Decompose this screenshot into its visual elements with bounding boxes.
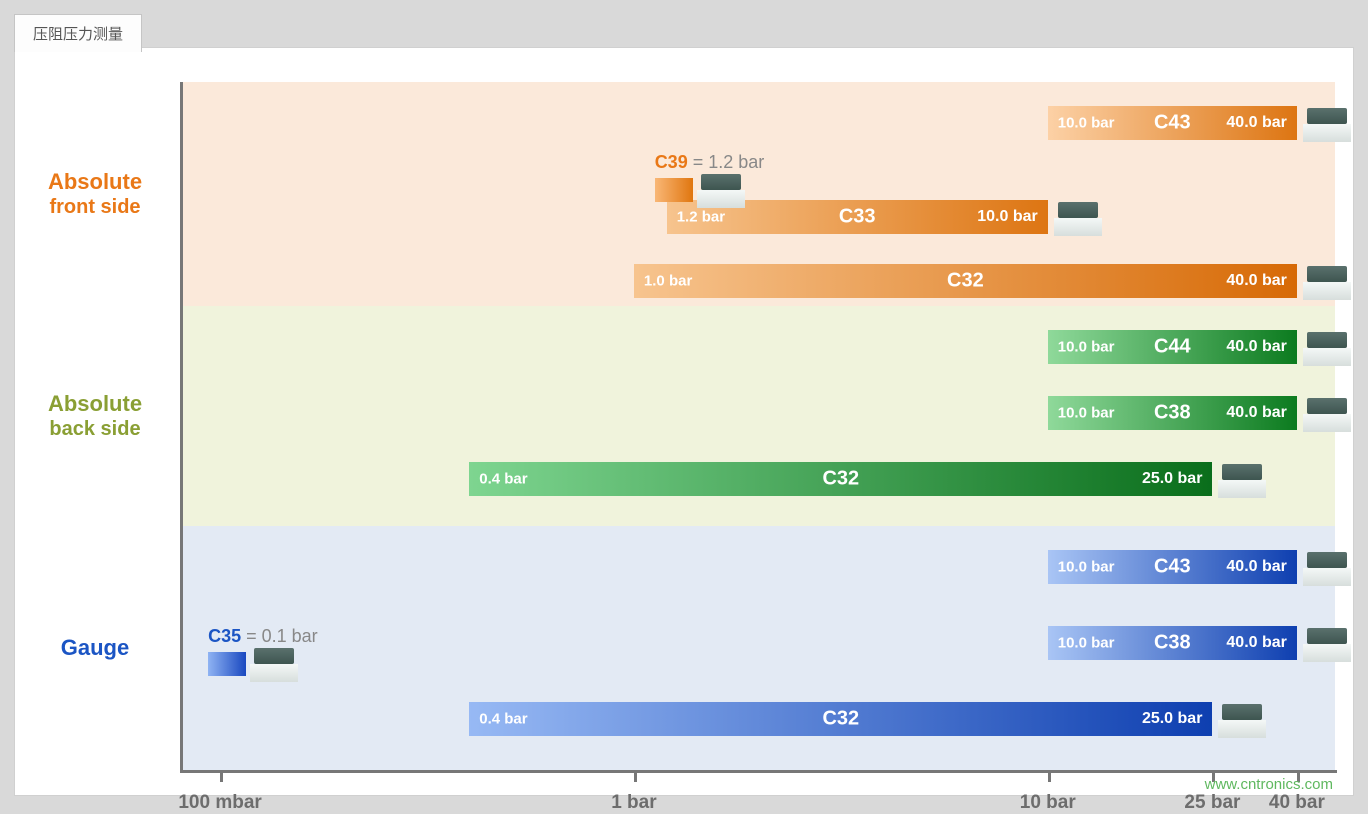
bar-high: 40.0 bar	[1226, 558, 1286, 576]
point-swatch-C35	[208, 652, 246, 676]
watermark: www.cntronics.com	[1205, 776, 1333, 793]
bar-high: 10.0 bar	[977, 208, 1037, 226]
bar-high: 40.0 bar	[1226, 272, 1286, 290]
chip-icon	[1218, 698, 1266, 738]
chip-icon	[1303, 326, 1351, 366]
bar-gauge-C32: 0.4 bar C32 25.0 bar	[469, 702, 1212, 736]
bar-low: 0.4 bar	[479, 711, 527, 728]
tick	[1048, 770, 1051, 782]
chart-panel: Absolutefront side 10.0 bar C43 40.0 bar 1.2…	[14, 47, 1354, 796]
band-label-gauge: Gauge	[15, 635, 175, 661]
tick-label: 100 mbar	[178, 792, 261, 814]
chip-icon	[1303, 102, 1351, 142]
bar-abs-front-C32: 1.0 bar C32 40.0 bar	[634, 264, 1297, 298]
bar-name: C38	[1154, 402, 1191, 425]
bar-low: 10.0 bar	[1058, 559, 1115, 576]
bar-abs-back-C32: 0.4 bar C32 25.0 bar	[469, 462, 1212, 496]
bar-gauge-C38: 10.0 bar C38 40.0 bar	[1048, 626, 1297, 660]
bar-low: 10.0 bar	[1058, 405, 1115, 422]
bar-abs-back-C44: 10.0 bar C44 40.0 bar	[1048, 330, 1297, 364]
bar-high: 40.0 bar	[1226, 634, 1286, 652]
chip-icon	[1303, 260, 1351, 300]
bar-high: 25.0 bar	[1142, 470, 1202, 488]
tick	[220, 770, 223, 782]
bar-high: 40.0 bar	[1226, 114, 1286, 132]
tick	[634, 770, 637, 782]
bar-abs-front-C43: 10.0 bar C43 40.0 bar	[1048, 106, 1297, 140]
bar-high: 25.0 bar	[1142, 710, 1202, 728]
bar-low: 10.0 bar	[1058, 635, 1115, 652]
bar-name: C38	[1154, 632, 1191, 655]
bar-low: 1.2 bar	[677, 209, 725, 226]
band-abs-back: Absoluteback side10.0 barC4440.0 bar10.0…	[180, 306, 1335, 526]
chip-icon	[1218, 458, 1266, 498]
x-axis	[180, 770, 1337, 773]
bar-low: 10.0 bar	[1058, 115, 1115, 132]
bar-low: 0.4 bar	[479, 471, 527, 488]
y-axis	[180, 82, 183, 770]
bar-name: C32	[822, 468, 859, 491]
tick-label: 40 bar	[1269, 792, 1325, 814]
bar-low: 1.0 bar	[644, 273, 692, 290]
bar-high: 40.0 bar	[1226, 338, 1286, 356]
band-label-abs-front: Absolutefront side	[15, 169, 175, 219]
band-gauge: Gauge10.0 barC4340.0 bar10.0 barC3840.0 …	[180, 526, 1335, 770]
bar-high: 40.0 bar	[1226, 404, 1286, 422]
chip-icon	[1303, 392, 1351, 432]
chip-icon	[1303, 546, 1351, 586]
tick-label: 10 bar	[1020, 792, 1076, 814]
point-swatch-C39	[655, 178, 693, 202]
bar-name: C44	[1154, 336, 1191, 359]
chip-icon	[250, 642, 298, 682]
chip-icon	[697, 168, 745, 208]
tab-title[interactable]: 压阻压力测量	[14, 14, 142, 52]
chip-icon	[1303, 622, 1351, 662]
pressure-range-chart: Absolutefront side10.0 barC4340.0 bar1.2…	[180, 82, 1335, 770]
bar-name: C43	[1154, 112, 1191, 135]
bar-gauge-C43: 10.0 bar C43 40.0 bar	[1048, 550, 1297, 584]
bar-abs-back-C38: 10.0 bar C38 40.0 bar	[1048, 396, 1297, 430]
bar-name: C32	[947, 270, 984, 293]
bar-name: C33	[839, 206, 876, 229]
tick-label: 1 bar	[611, 792, 656, 814]
tick-label: 25 bar	[1184, 792, 1240, 814]
bar-low: 10.0 bar	[1058, 339, 1115, 356]
bar-name: C43	[1154, 556, 1191, 579]
bar-name: C32	[822, 708, 859, 731]
chip-icon	[1054, 196, 1102, 236]
band-label-abs-back: Absoluteback side	[15, 391, 175, 441]
band-abs-front: Absolutefront side10.0 barC4340.0 bar1.2…	[180, 82, 1335, 306]
